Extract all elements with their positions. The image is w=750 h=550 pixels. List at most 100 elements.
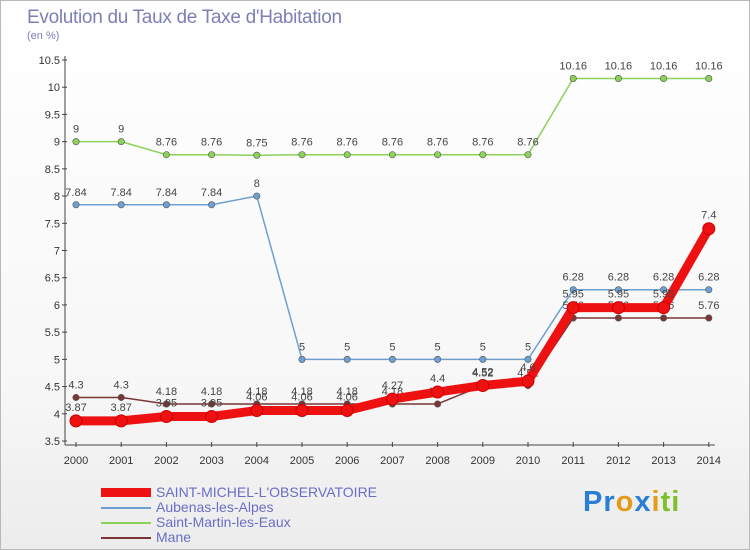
data-point-mane — [208, 400, 216, 408]
data-label-saint-michel-l-observatoire: 4.27 — [382, 380, 403, 392]
data-label-saint-michel-l-observatoire: 3.95 — [201, 398, 222, 410]
legend-label: SAINT-MICHEL-L'OBSERVATOIRE — [156, 484, 378, 500]
x-tick-label: 2005 — [290, 455, 314, 467]
legend-label: Saint-Martin-les-Eaux — [156, 514, 291, 530]
data-point-mane — [162, 400, 170, 408]
data-label-aubenas-les-alpes: 7.84 — [110, 187, 131, 199]
y-tick-label: 10.5 — [39, 55, 60, 67]
legend-swatch — [101, 522, 151, 524]
y-tick-label: 5.5 — [45, 327, 60, 339]
data-label-aubenas-les-alpes: 6.28 — [653, 272, 674, 284]
logo-letter: o — [615, 486, 635, 518]
data-point-aubenas-les-alpes — [614, 286, 622, 294]
y-tick-label: 8.5 — [45, 164, 60, 176]
data-label-aubenas-les-alpes: 5 — [299, 341, 305, 353]
data-label-saint-martin-les-eaux: 8.76 — [201, 137, 222, 149]
data-point-saint-michel-l-observatoire — [205, 410, 219, 424]
data-point-mane — [434, 400, 442, 408]
data-point-saint-michel-l-observatoire — [611, 301, 625, 315]
y-tick-label: 4 — [54, 409, 60, 421]
data-label-aubenas-les-alpes: 5 — [435, 341, 441, 353]
data-point-mane — [705, 314, 713, 322]
data-point-aubenas-les-alpes — [660, 286, 668, 294]
x-tick-label: 2000 — [64, 455, 88, 467]
data-label-saint-michel-l-observatoire: 3.87 — [110, 402, 131, 414]
data-point-saint-martin-les-eaux — [162, 151, 170, 159]
data-label-saint-martin-les-eaux: 8.76 — [427, 137, 448, 149]
data-point-saint-martin-les-eaux — [479, 151, 487, 159]
y-tick-label: 9 — [54, 137, 60, 149]
data-point-saint-martin-les-eaux — [343, 151, 351, 159]
legend-swatch — [101, 537, 151, 539]
data-point-saint-martin-les-eaux — [524, 151, 532, 159]
y-tick-label: 7.5 — [45, 218, 60, 230]
y-tick-label: 10 — [48, 82, 60, 94]
y-tick-label: 7 — [54, 246, 60, 258]
y-tick-label: 8 — [54, 191, 60, 203]
data-point-saint-martin-les-eaux — [117, 138, 125, 146]
logo-letter: x — [634, 486, 652, 518]
data-point-saint-michel-l-observatoire — [476, 378, 490, 392]
y-tick-label: 6.5 — [45, 273, 60, 285]
data-label-saint-martin-les-eaux: 9 — [73, 124, 79, 136]
data-point-aubenas-les-alpes — [162, 201, 170, 209]
data-point-saint-martin-les-eaux — [434, 151, 442, 159]
logo-letter: P — [583, 486, 604, 518]
data-point-aubenas-les-alpes — [479, 355, 487, 363]
data-point-aubenas-les-alpes — [569, 286, 577, 294]
logo-letter: i — [651, 486, 661, 518]
x-tick-label: 2012 — [606, 455, 630, 467]
data-label-aubenas-les-alpes: 5 — [480, 341, 486, 353]
data-point-aubenas-les-alpes — [434, 355, 442, 363]
data-label-saint-martin-les-eaux: 9 — [118, 124, 124, 136]
data-label-aubenas-les-alpes: 7.84 — [201, 187, 222, 199]
x-tick-label: 2013 — [651, 455, 675, 467]
data-label-aubenas-les-alpes: 6.28 — [698, 272, 719, 284]
data-label-saint-martin-les-eaux: 8.76 — [472, 137, 493, 149]
data-label-saint-martin-les-eaux: 10.16 — [559, 61, 587, 73]
data-label-saint-michel-l-observatoire: 3.87 — [65, 402, 86, 414]
x-tick-label: 2001 — [109, 455, 133, 467]
data-point-aubenas-les-alpes — [117, 201, 125, 209]
data-point-saint-michel-l-observatoire — [566, 301, 580, 315]
data-label-saint-michel-l-observatoire: 4.06 — [246, 392, 267, 404]
data-label-aubenas-les-alpes: 7.84 — [156, 187, 177, 199]
data-label-saint-martin-les-eaux: 8.76 — [336, 137, 357, 149]
data-label-saint-martin-les-eaux: 8.76 — [156, 137, 177, 149]
data-label-saint-michel-l-observatoire: 7.4 — [701, 210, 716, 222]
data-label-saint-michel-l-observatoire: 5.95 — [608, 289, 629, 301]
data-point-aubenas-les-alpes — [72, 201, 80, 209]
data-point-saint-martin-les-eaux — [72, 138, 80, 146]
data-label-saint-michel-l-observatoire: 5.95 — [653, 289, 674, 301]
data-point-saint-michel-l-observatoire — [114, 414, 128, 428]
data-label-mane: 4.18 — [246, 386, 267, 398]
y-tick-label: 4.5 — [45, 382, 60, 394]
data-label-aubenas-les-alpes: 5 — [344, 341, 350, 353]
data-label-saint-martin-les-eaux: 10.16 — [695, 61, 723, 73]
data-point-aubenas-les-alpes — [343, 355, 351, 363]
x-tick-label: 2009 — [471, 455, 495, 467]
data-label-saint-michel-l-observatoire: 4.6 — [520, 362, 535, 374]
data-point-mane — [72, 393, 80, 401]
data-label-aubenas-les-alpes: 6.28 — [562, 272, 583, 284]
data-point-saint-michel-l-observatoire — [159, 410, 173, 424]
data-label-saint-michel-l-observatoire: 4.4 — [430, 373, 445, 385]
data-label-aubenas-les-alpes: 5 — [525, 341, 531, 353]
data-label-mane: 4.18 — [336, 386, 357, 398]
data-point-saint-martin-les-eaux — [298, 151, 306, 159]
x-tick-label: 2011 — [561, 455, 585, 467]
x-tick-label: 2008 — [425, 455, 449, 467]
data-point-saint-martin-les-eaux — [253, 151, 261, 159]
data-point-saint-martin-les-eaux — [660, 75, 668, 83]
data-label-saint-michel-l-observatoire: 4.06 — [291, 392, 312, 404]
data-point-mane — [660, 314, 668, 322]
data-point-saint-michel-l-observatoire — [340, 404, 354, 418]
y-tick-label: 5 — [54, 354, 60, 366]
data-label-saint-martin-les-eaux: 8.76 — [291, 137, 312, 149]
x-tick-label: 2002 — [154, 455, 178, 467]
x-tick-label: 2006 — [335, 455, 359, 467]
legend-label: Mane — [156, 529, 192, 545]
chart-title: Evolution du Taux de Taxe d'Habitation — [27, 7, 342, 28]
data-label-mane: 4.18 — [156, 386, 177, 398]
